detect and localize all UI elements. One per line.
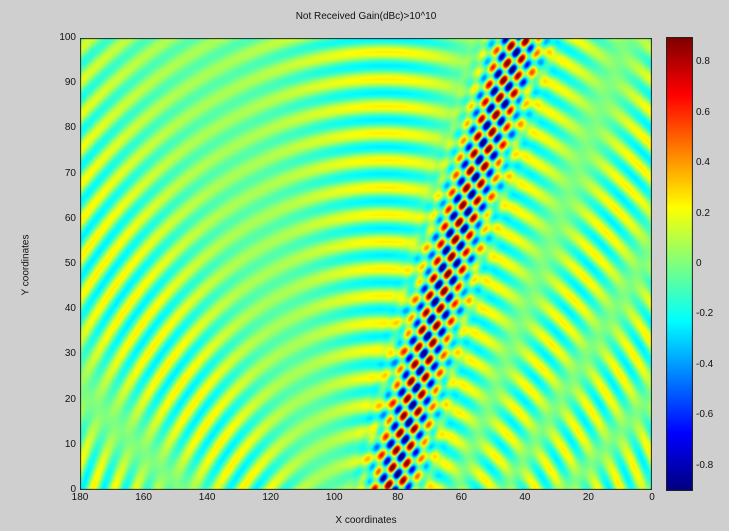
x-tick-label: 160 [135,492,152,503]
colorbar-tick-label: 0.2 [696,207,710,219]
x-tick-label: 40 [519,492,531,503]
y-tick-label: 10 [64,438,76,450]
x-tick-label: 180 [71,492,89,503]
x-tick-label: 120 [262,492,279,503]
colorbar-tick-label: -0.6 [696,409,714,421]
y-tick-label: 60 [64,212,76,224]
colorbar-tick-label: 0 [696,258,702,269]
y-tick-label: 50 [64,258,76,269]
y-tick-label: 70 [64,167,76,179]
x-tick-label: 0 [649,492,655,503]
y-tick-label: 80 [64,122,76,134]
y-tick-label: 30 [64,348,76,360]
y-tick-label: 90 [64,77,76,89]
y-tick-label: 0 [70,484,76,495]
y-tick-label: 20 [64,393,76,405]
y-tick-label: 40 [64,303,76,315]
x-tick-label: 20 [582,492,594,503]
x-tick-label: 60 [455,492,467,503]
y-axis-label: Y coordinates [20,234,32,296]
colorbar-tick-label: 0.8 [696,56,710,68]
colorbar-tick-label: 0.6 [696,106,710,118]
x-axis-label: X coordinates [335,515,397,526]
colorbar-tick-label: -0.4 [696,358,714,370]
colorbar-tick-label: 0.4 [696,157,710,169]
plot-area-heatmap [80,38,652,490]
x-tick-label: 140 [198,492,216,503]
colorbar [666,37,693,491]
x-tick-label: 80 [392,492,404,503]
x-tick-label: 100 [325,492,343,503]
colorbar-tick-label: -0.2 [696,308,714,320]
chart-title: Not Received Gain(dBc)>10^10 [295,11,437,22]
y-tick-label: 100 [59,32,76,43]
colorbar-tick-label: -0.8 [696,459,714,471]
